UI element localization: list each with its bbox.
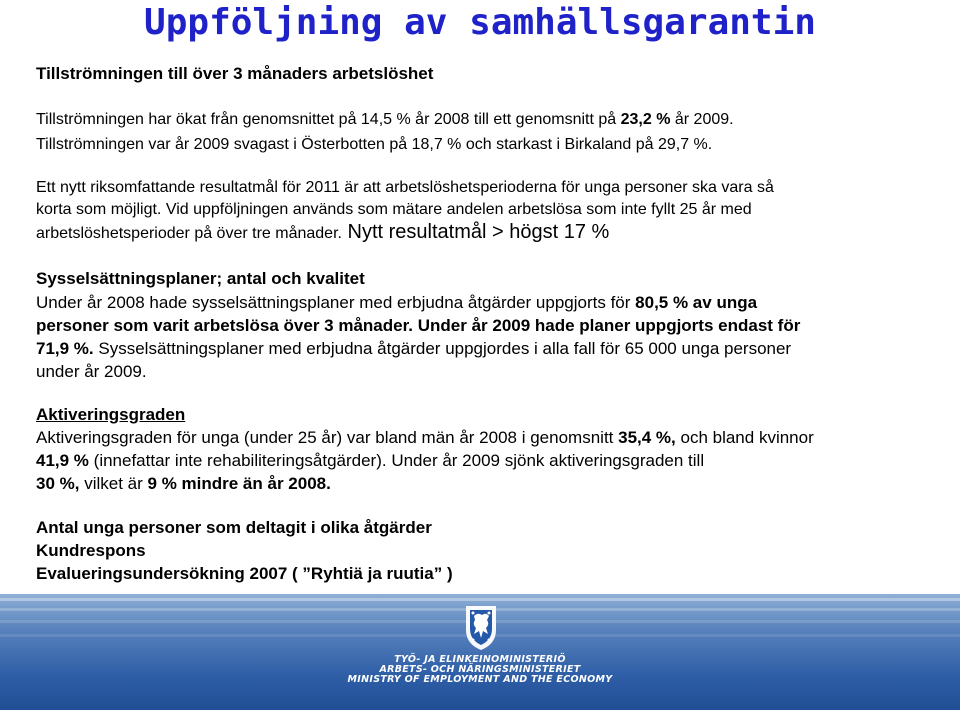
- section3-line1-value: 35,4 %,: [618, 428, 676, 447]
- section2-line4: under år 2009.: [36, 362, 147, 381]
- lion-coat-of-arms-icon: [466, 606, 496, 650]
- section4-line1: Antal unga personer som deltagit i olika…: [36, 518, 432, 537]
- section1-line1-value: 23,2 %: [620, 111, 671, 128]
- section2-line3: 71,9 %. Sysselsättningsplaner med erbjud…: [36, 337, 930, 360]
- section3-line1-end: och bland kvinnor: [675, 428, 814, 447]
- ministry-name-en: MINISTRY OF EMPLOYMENT AND THE ECONOMY: [347, 674, 613, 685]
- section1-line1-text: Tillströmningen har ökat från genomsnitt…: [36, 111, 621, 128]
- section3-line3-end: 9 % mindre än år 2008.: [147, 474, 331, 493]
- section3-line3-value: 30 %,: [36, 474, 80, 493]
- section1-para-line2: korta som möjligt. Vid uppföljningen anv…: [36, 201, 752, 218]
- section2-line1-value: 80,5 % av unga: [635, 293, 758, 312]
- section2-heading: Sysselsättningsplaner; antal och kvalite…: [36, 269, 365, 288]
- section3-line3: 30 %, vilket är 9 % mindre än år 2008.: [36, 472, 930, 495]
- section1-line1: Tillströmningen har ökat från genomsnitt…: [36, 108, 930, 132]
- section1-line1-end: år 2009.: [670, 111, 734, 128]
- section3-line1-text: Aktiveringsgraden för unga (under 25 år)…: [36, 428, 619, 447]
- section2-line3-text: Sysselsättningsplaner med erbjudna åtgär…: [93, 339, 792, 358]
- section1-para-line3-text: arbetslöshetsperioder på över tre månade…: [36, 225, 342, 242]
- section2-line1: Under år 2008 hade sysselsättningsplaner…: [36, 291, 930, 314]
- section2-line2: personer som varit arbetslösa över 3 mån…: [36, 316, 801, 335]
- ministry-footer: TYÖ- JA ELINKEINOMINISTERIÖ ARBETS- OCH …: [0, 594, 960, 710]
- page-title: Uppföljning av samhällsgarantin: [144, 2, 816, 43]
- section1-heading: Tillströmningen till över 3 månaders arb…: [36, 64, 434, 83]
- section1-line2: Tillströmningen var år 2009 svagast i Ös…: [36, 136, 713, 153]
- section1-para-line3: arbetslöshetsperioder på över tre månade…: [36, 220, 930, 246]
- section2-line1-text: Under år 2008 hade sysselsättningsplaner…: [36, 293, 636, 312]
- ministry-name-fi: TYÖ- JA ELINKEINOMINISTERIÖ: [394, 654, 566, 665]
- new-result-target: Nytt resultatmål > högst 17 %: [341, 221, 610, 243]
- section3-line1: Aktiveringsgraden för unga (under 25 år)…: [36, 426, 930, 449]
- section3-line2-value: 41,9 %: [36, 451, 89, 470]
- section4-line3: Evalueringsundersökning 2007 ( ”Ryhtiä j…: [36, 564, 453, 583]
- ministry-name-sv: ARBETS- OCH NÄRINGSMINISTERIET: [379, 664, 581, 675]
- section4-line2: Kundrespons: [36, 541, 146, 560]
- section3-line2: 41,9 % (innefattar inte rehabiliteringså…: [36, 449, 930, 472]
- section3-line3-text: vilket är: [79, 474, 148, 493]
- section3-line2-text: (innefattar inte rehabiliteringsåtgärder…: [88, 451, 705, 470]
- section3-heading: Aktiveringsgraden: [36, 405, 186, 424]
- section1-para-line1: Ett nytt riksomfattande resultatmål för …: [36, 179, 774, 196]
- section2-line3-value: 71,9 %.: [36, 339, 94, 358]
